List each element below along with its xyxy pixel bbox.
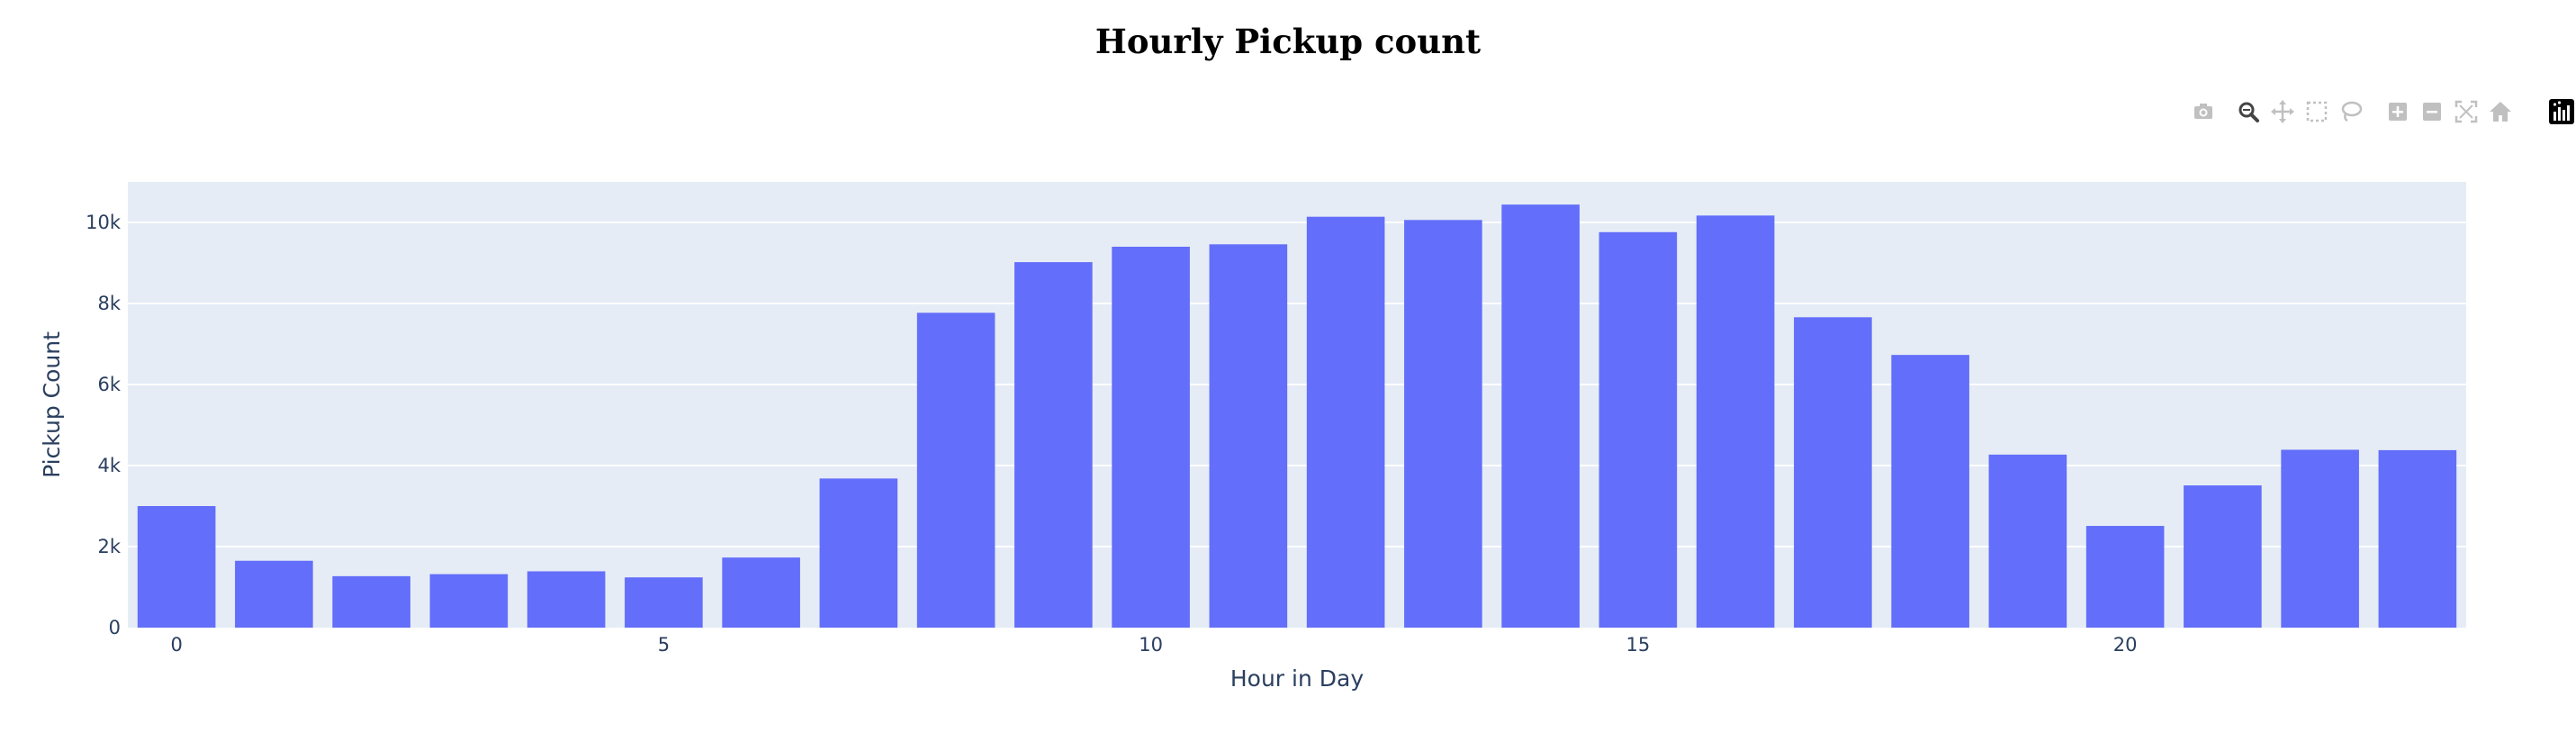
bar[interactable] [1696,215,1775,628]
home-icon [2486,97,2515,126]
bar[interactable] [2085,526,2165,628]
bar[interactable] [1599,231,1678,628]
bar[interactable] [429,574,509,628]
chart-title: Hourly Pickup count [1094,22,1482,61]
x-tick-label: 0 [170,634,182,656]
zoom-in-button[interactable] [2383,97,2412,126]
bar[interactable] [235,560,313,628]
y-axis-title: Pickup Count [39,331,65,478]
reset-axes-button[interactable] [2486,97,2515,126]
x-tick-label: 10 [1139,634,1163,656]
y-tick-label: 4k [97,455,121,476]
lasso-select-button[interactable] [2337,97,2365,126]
download-plot-button[interactable] [2189,97,2218,126]
zoom-out-icon [2418,97,2446,126]
zoom-in-icon [2383,97,2412,126]
pan-icon [2268,97,2297,126]
y-tick-label: 0 [109,617,121,638]
bar[interactable] [916,312,995,628]
plotly-logo-icon [2547,97,2576,126]
bar[interactable] [1306,216,1385,628]
bar[interactable] [1501,204,1580,628]
bar[interactable] [137,506,216,628]
bar[interactable] [1891,355,1969,628]
bar[interactable] [1794,317,1872,628]
bar[interactable] [1014,262,1093,628]
box-select-icon [2302,97,2331,126]
bar[interactable] [722,557,800,628]
autoscale-icon [2452,97,2481,126]
y-axis-ticks: 0 2k 4k 6k 8k 10k [86,212,122,638]
bar[interactable] [2281,449,2359,628]
bar[interactable] [1209,244,1288,628]
grid-lines [128,222,2466,547]
bar[interactable] [527,571,606,628]
zoom-icon [2234,97,2263,126]
autoscale-button[interactable] [2452,97,2481,126]
y-tick-label: 10k [86,212,122,233]
bar[interactable] [2378,449,2457,628]
bar[interactable] [332,575,410,628]
y-tick-label: 2k [97,536,121,557]
x-tick-label: 20 [2113,634,2138,656]
bar[interactable] [1988,454,2067,628]
x-axis-ticks: 0 5 10 15 20 [170,634,2137,656]
plotly-logo-link[interactable] [2547,97,2576,126]
x-axis-title: Hour in Day [1230,665,1364,692]
bar[interactable] [1404,220,1482,629]
bar[interactable] [625,577,703,628]
bars [137,204,2457,629]
plot-background[interactable] [128,182,2466,628]
bar[interactable] [819,478,898,628]
y-tick-label: 8k [97,293,121,314]
bar[interactable] [2184,485,2262,628]
x-tick-label: 15 [1626,634,1651,656]
lasso-icon [2337,97,2365,126]
zoom-button[interactable] [2234,97,2263,126]
pan-button[interactable] [2268,97,2297,126]
zoom-out-button[interactable] [2418,97,2446,126]
camera-icon [2189,97,2218,126]
y-tick-label: 6k [97,374,121,395]
x-tick-label: 5 [658,634,670,656]
bar[interactable] [1112,247,1190,628]
box-select-button[interactable] [2302,97,2331,126]
